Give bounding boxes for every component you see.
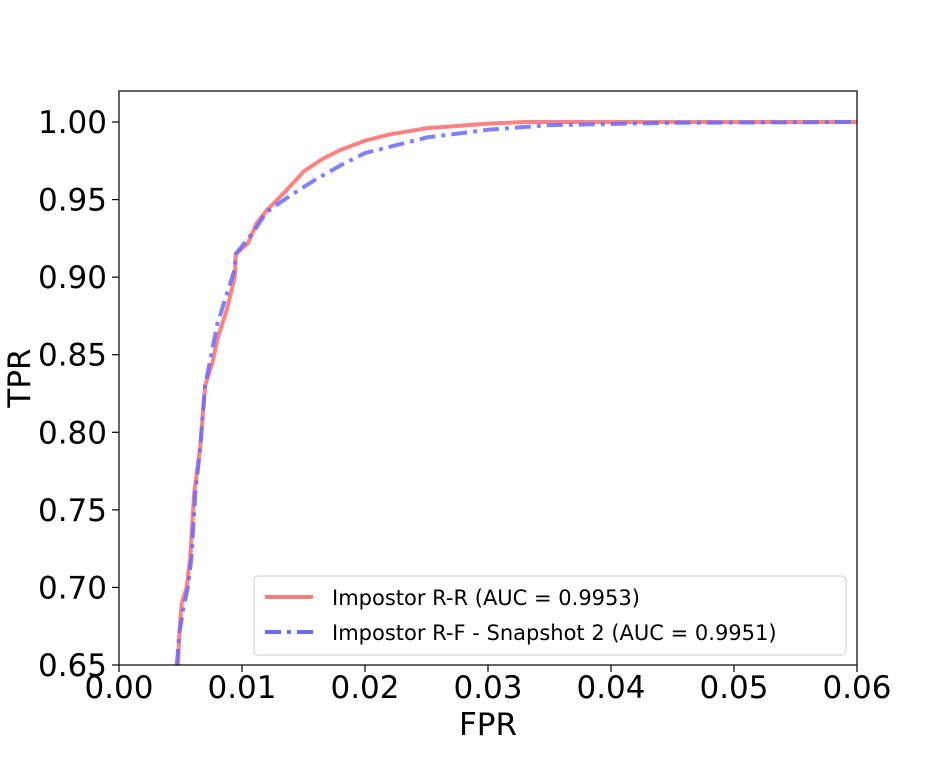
series-line-2	[174, 120, 857, 665]
y-axis: 0.65 0.70 0.75 0.80 0.85 0.90 0.95 1.00	[38, 105, 119, 684]
y-tick-label: 1.00	[38, 105, 107, 141]
legend: Impostor R-R (AUC = 0.9953) Impostor R-F …	[253, 575, 847, 656]
x-tick-label: 0.03	[453, 670, 522, 706]
series-layer	[174, 120, 857, 665]
x-tick-label: 0.06	[822, 670, 891, 706]
y-tick-label: 0.70	[38, 570, 107, 606]
x-tick-label: 0.05	[699, 670, 768, 706]
legend-label-2: Impostor R-F - Snapshot 2 (AUC = 0.9951)	[332, 621, 777, 645]
legend-box	[253, 575, 847, 656]
x-tick-label: 0.04	[576, 670, 645, 706]
y-axis-label: TPR	[2, 348, 38, 408]
y-tick-label: 0.65	[38, 648, 107, 684]
x-tick-label: 0.00	[84, 670, 153, 706]
y-tick-label: 0.85	[38, 338, 107, 374]
plot-background	[119, 91, 857, 665]
x-axis: 0.00 0.01 0.02 0.03 0.04 0.05 0.06	[84, 665, 892, 706]
legend-label-1: Impostor R-R (AUC = 0.9953)	[332, 586, 640, 610]
y-tick-label: 0.80	[38, 415, 107, 451]
x-axis-label: FPR	[459, 707, 517, 743]
y-tick-label: 0.90	[38, 260, 107, 296]
x-tick-label: 0.02	[330, 670, 399, 706]
y-tick-label: 0.75	[38, 493, 107, 529]
x-tick-label: 0.01	[207, 670, 276, 706]
y-tick-label: 0.95	[38, 183, 107, 219]
